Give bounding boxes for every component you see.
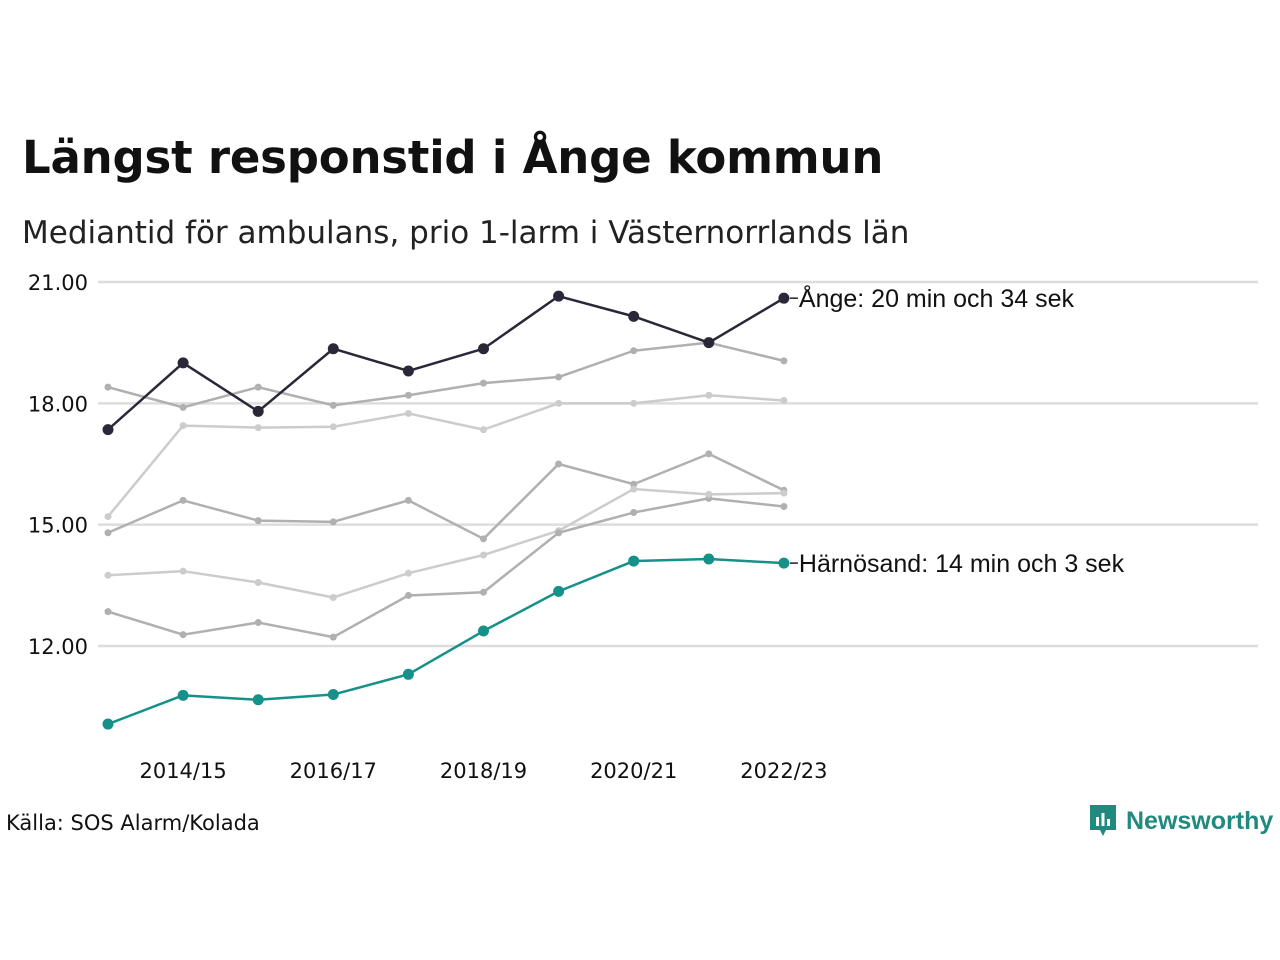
data-point xyxy=(177,357,189,369)
data-point xyxy=(630,347,638,355)
data-point xyxy=(630,399,638,407)
data-point xyxy=(177,689,189,701)
brand-name: Newsworthy xyxy=(1126,806,1274,835)
data-point xyxy=(480,426,487,434)
data-point xyxy=(104,608,112,616)
data-point xyxy=(402,365,414,377)
data-point xyxy=(553,290,565,302)
data-point xyxy=(404,496,412,504)
data-point xyxy=(404,569,412,577)
series-line xyxy=(107,531,560,639)
brand-logo: Newsworthy xyxy=(1088,803,1273,839)
y-tick-label: 18.00 xyxy=(28,392,88,416)
data-point xyxy=(104,571,112,579)
series-line xyxy=(107,393,784,518)
data-point xyxy=(179,631,187,639)
x-tick-label: 2020/21 xyxy=(590,759,677,783)
x-tick-label: 2014/15 xyxy=(139,759,226,783)
data-point xyxy=(555,399,563,407)
y-tick-label: 15.00 xyxy=(28,514,88,538)
data-point xyxy=(104,383,112,391)
series-line-härnösand xyxy=(107,557,784,726)
series-line-ånge xyxy=(107,294,785,431)
x-tick-label: 2022/23 xyxy=(740,759,827,783)
data-point xyxy=(179,567,187,575)
data-point xyxy=(252,405,264,417)
data-point xyxy=(553,585,565,597)
data-point xyxy=(480,551,487,559)
data-point xyxy=(703,553,715,565)
series-line xyxy=(107,341,785,409)
y-tick-label: 12.00 xyxy=(28,635,88,659)
data-point xyxy=(555,529,563,537)
data-point xyxy=(630,480,638,488)
data-point xyxy=(705,391,713,399)
data-point xyxy=(555,373,563,381)
data-point xyxy=(555,460,563,468)
x-tick-label: 2018/19 xyxy=(440,759,527,783)
x-tick-label: 2016/17 xyxy=(290,759,377,783)
data-point xyxy=(480,379,487,387)
data-point xyxy=(628,310,640,322)
data-point xyxy=(329,633,337,641)
data-point xyxy=(104,513,112,521)
data-point xyxy=(703,337,715,349)
y-tick-label: 21.00 xyxy=(28,271,88,295)
data-point xyxy=(404,591,412,599)
chart-subtitle: Mediantid för ambulans, prio 1-larm i Vä… xyxy=(22,215,910,251)
data-point xyxy=(480,588,487,596)
data-point xyxy=(780,397,788,405)
data-point xyxy=(329,401,337,409)
data-point xyxy=(102,424,114,436)
source-note: Källa: SOS Alarm/Kolada xyxy=(6,811,260,835)
data-point xyxy=(329,423,337,431)
data-point xyxy=(780,502,788,510)
data-point xyxy=(630,509,638,517)
data-point xyxy=(254,383,262,391)
data-point xyxy=(478,343,489,355)
newsworthy-logo-icon xyxy=(1090,805,1116,836)
data-point xyxy=(628,555,640,567)
data-point xyxy=(402,668,414,680)
data-point xyxy=(254,517,262,525)
data-point xyxy=(630,485,638,493)
data-point xyxy=(329,518,337,526)
series-label: Härnösand: 14 min och 3 sek xyxy=(799,550,1125,578)
series-line xyxy=(107,487,784,599)
data-point xyxy=(252,694,264,706)
data-point xyxy=(780,357,788,365)
data-point xyxy=(705,450,713,458)
data-point xyxy=(104,529,112,537)
series-label: Ånge: 20 min och 34 sek xyxy=(799,283,1075,313)
data-point xyxy=(778,557,790,569)
data-point xyxy=(254,619,262,627)
series-line xyxy=(107,452,785,541)
series-line xyxy=(558,497,785,534)
data-point xyxy=(778,292,790,304)
data-point xyxy=(404,409,412,417)
data-point xyxy=(327,689,339,701)
chart-title: Längst responstid i Ånge kommun xyxy=(22,131,884,184)
line-chart: 12.00 15.00 18.00 21.00 2014/15 2016/17 2018/1… xyxy=(28,271,1258,783)
data-point xyxy=(404,391,412,399)
data-point xyxy=(102,718,114,730)
data-point xyxy=(254,579,262,587)
data-point xyxy=(179,496,187,504)
data-point xyxy=(179,403,187,411)
data-point xyxy=(780,489,788,497)
data-point xyxy=(480,535,487,543)
data-point xyxy=(705,490,713,498)
data-point xyxy=(179,422,187,430)
data-point xyxy=(329,593,337,601)
data-point xyxy=(254,424,262,432)
data-point xyxy=(478,625,489,637)
data-point xyxy=(327,343,339,355)
